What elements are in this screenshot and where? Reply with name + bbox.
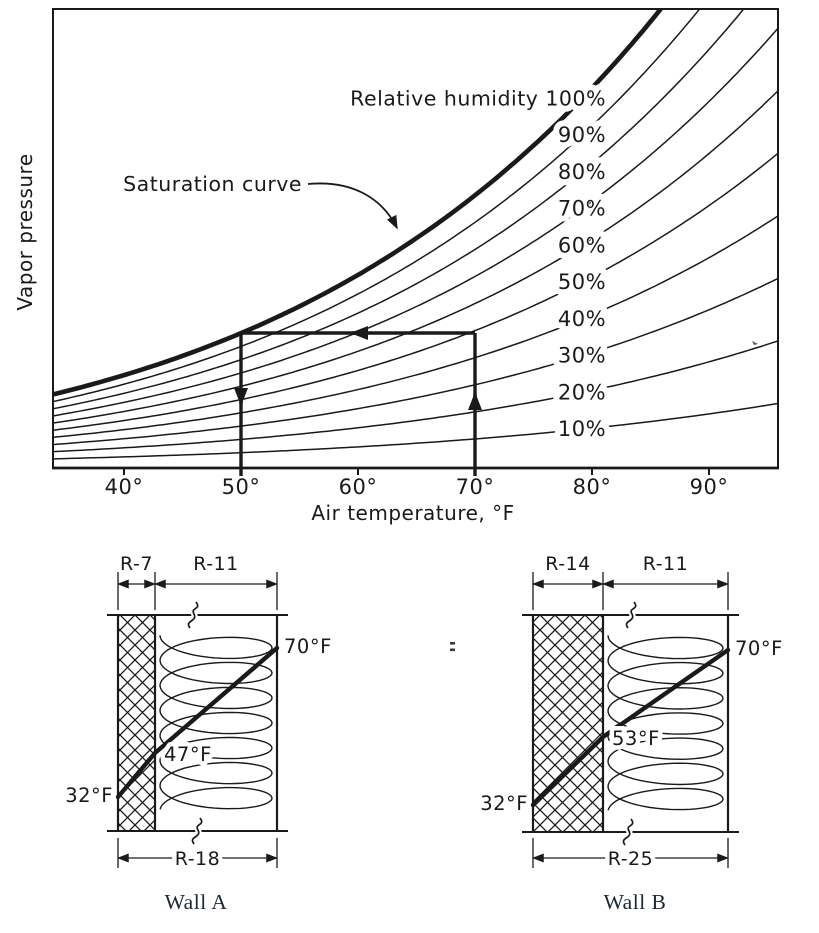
rh-curve-label-70: 70% xyxy=(558,197,606,221)
scan-artifact-speck xyxy=(752,341,758,345)
rh-curve-50 xyxy=(53,152,778,432)
saturation-curve xyxy=(53,9,664,397)
y-axis-label: Vapor pressure xyxy=(13,153,37,310)
wall-b-insulation-batt xyxy=(607,635,724,811)
wall-b-temperature-gradient-line xyxy=(530,647,731,808)
wall-a-caption: Wall A xyxy=(164,890,228,914)
wall-b-layer2-r-value: R-11 xyxy=(643,553,688,575)
wall-a-outside-temp: 32°F xyxy=(65,784,113,807)
rh-curve-label-80: 80% xyxy=(558,160,606,184)
rh-curve-label-100: Relative humidity 100% xyxy=(350,86,606,110)
rh-curve-20 xyxy=(53,340,778,453)
wall-a: R-7 R-11 R-18 32°F 47°F 70°F xyxy=(61,553,335,875)
wall-b-bottom-dimensions xyxy=(532,838,729,868)
wall-a-layer2-r-value: R-11 xyxy=(193,553,238,575)
rh-curve-label-40: 40% xyxy=(558,307,606,331)
x-tick-label-80: 80° xyxy=(573,475,612,499)
rh-curve-80 xyxy=(53,9,745,410)
wall-a-bottom-dimensions xyxy=(117,838,278,868)
wall-b-interface-temp: 53°F xyxy=(612,727,660,750)
rh-curve-60 xyxy=(53,90,778,424)
rh-curve-label-60: 60% xyxy=(558,233,606,257)
vapor-pressure-chart: Relative humidity 100% 90% 80% 70% 60% 50% 40%… xyxy=(13,8,779,652)
wall-sections: R-7 R-11 R-18 32°F 47°F 70°F R-14 R-11 R-25 32°F 5… xyxy=(61,553,786,875)
wall-a-total-r-value: R-18 xyxy=(175,848,220,870)
x-tick-label-60: 60° xyxy=(339,475,378,499)
rh-curve-70 xyxy=(53,27,778,417)
saturation-curve-label: Saturation curve xyxy=(123,172,302,196)
rh-curve-10 xyxy=(53,402,778,460)
wall-a-inside-temp: 70°F xyxy=(284,635,332,658)
x-axis-label: Air temperature, °F xyxy=(311,501,514,525)
rh-curve-label-50: 50% xyxy=(558,270,606,294)
rh-curve-90 xyxy=(53,9,701,403)
wall-b-total-r-value: R-25 xyxy=(608,848,653,870)
rh-curve-30 xyxy=(53,277,778,446)
wall-a-interface-temp: 47°F xyxy=(164,743,212,766)
wall-b-sheathing-hatch xyxy=(533,615,603,832)
scan-artifact-colon xyxy=(450,648,455,652)
wall-a-break-mark-top xyxy=(187,601,199,629)
x-tick-label-90: 90° xyxy=(690,475,729,499)
wall-b-break-mark-top xyxy=(625,601,637,629)
scan-artifact-colon xyxy=(450,642,455,645)
rh-curve-label-90: 90% xyxy=(558,123,606,147)
wall-a-insulation-batt xyxy=(159,635,273,810)
wall-b-layer1-r-value: R-14 xyxy=(545,553,590,575)
rh-curve-40 xyxy=(53,215,778,439)
rh-curve-label-20: 20% xyxy=(558,380,606,404)
process-path xyxy=(234,326,482,476)
wall-b-outside-temp: 32°F xyxy=(480,792,528,815)
rh-curve-label-30: 30% xyxy=(558,344,606,368)
wall-a-break-mark-bottom xyxy=(191,817,203,845)
wall-b: R-14 R-11 R-25 32°F 53°F 70°F xyxy=(476,553,786,875)
x-tick-label-40: 40° xyxy=(105,475,144,499)
wall-b-top-dimensions xyxy=(532,572,729,610)
wall-a-layer1-r-value: R-7 xyxy=(120,553,153,575)
rh-curves xyxy=(53,9,778,460)
x-tick-label-70: 70° xyxy=(456,475,495,499)
wall-b-caption: Wall B xyxy=(603,890,667,914)
rh-curve-label-10: 10% xyxy=(558,417,606,441)
saturation-curve-arrow xyxy=(307,182,398,230)
wall-b-break-mark-bottom xyxy=(622,818,634,846)
wall-a-top-dimensions xyxy=(117,572,278,610)
wall-b-inside-temp: 70°F xyxy=(735,637,783,660)
x-tick-label-50: 50° xyxy=(222,475,261,499)
wall-a-sheathing-hatch xyxy=(118,615,155,831)
scan-artifacts xyxy=(450,341,758,652)
wall-a-temperature-gradient-line xyxy=(115,645,280,800)
